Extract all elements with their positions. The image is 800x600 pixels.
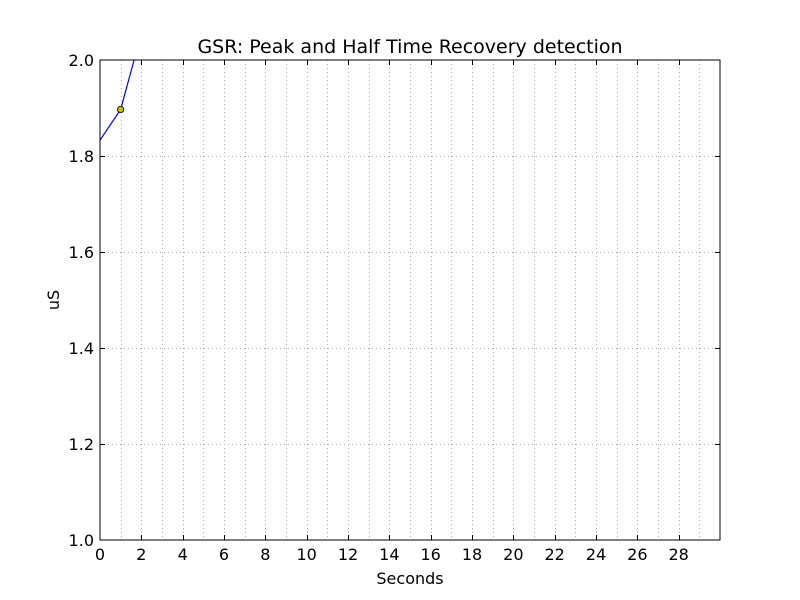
plot-frame [99,59,721,541]
chart-title: GSR: Peak and Half Time Recovery detecti… [197,36,622,58]
y-tick-label: 1.2 [69,435,94,454]
x-tick-label: 18 [462,545,482,564]
series-line [99,59,135,141]
x-tick-label: 12 [338,545,358,564]
y-tick-label: 1.8 [69,147,94,166]
y-tick-label: 1.6 [69,243,94,262]
y-tick-label: 1.4 [69,339,94,358]
x-tick-label: 4 [178,545,188,564]
x-tick-labels: 0 2 4 6 8 10 12 14 16 18 20 22 24 26 28 [95,545,689,564]
x-tick-label: 14 [379,545,399,564]
tick-marks [100,60,720,540]
x-tick-label: 22 [544,545,564,564]
x-tick-label: 0 [95,545,105,564]
x-axis-label: Seconds [376,569,443,588]
y-tick-label: 1.0 [69,531,94,550]
x-tick-label: 26 [627,545,647,564]
x-tick-label: 10 [296,545,316,564]
x-tick-label: 16 [420,545,440,564]
x-tick-label: 28 [668,545,688,564]
y-tick-labels: 1.0 1.2 1.4 1.6 1.8 2.0 [69,51,94,550]
x-tick-label: 8 [260,545,270,564]
series-layer [99,59,135,141]
x-tick-label: 24 [586,545,606,564]
x-tick-label: 20 [503,545,523,564]
x-tick-label: 6 [219,545,229,564]
marker-layer [117,105,125,114]
grid-lines [100,60,720,540]
peak-marker [117,105,125,114]
y-tick-label: 2.0 [69,51,94,70]
y-axis-label: uS [44,290,63,310]
x-tick-label: 2 [136,545,146,564]
